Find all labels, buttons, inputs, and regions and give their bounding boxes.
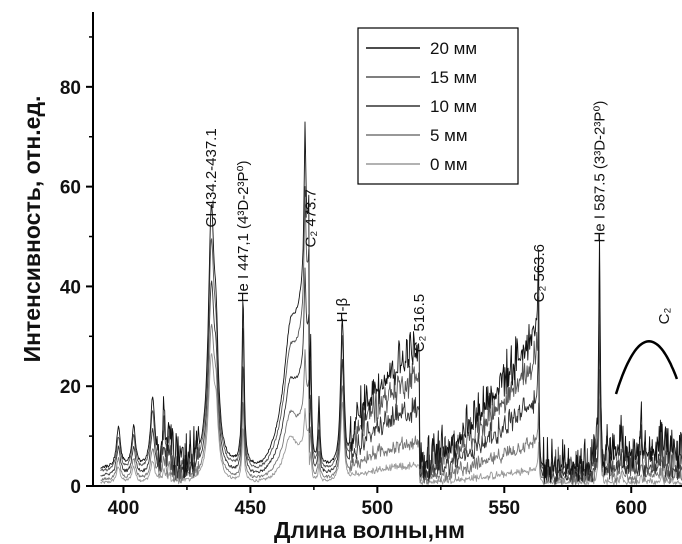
legend-label: 10 мм xyxy=(430,97,477,116)
x-axis-title: Длина волны,нм xyxy=(274,517,465,543)
c2-band-arc xyxy=(614,340,679,395)
legend-label: 5 мм xyxy=(430,126,468,145)
annotation-label: C₂ 563.6 xyxy=(531,244,548,302)
x-tick-label: 400 xyxy=(108,498,140,519)
x-tick-label: 500 xyxy=(361,498,393,519)
series-group xyxy=(100,121,682,485)
legend-label: 20 мм xyxy=(430,39,477,58)
y-tick-label: 80 xyxy=(60,78,81,99)
y-tick-label: 40 xyxy=(60,277,81,298)
x-tick-label: 600 xyxy=(615,498,647,519)
annotations-group: CI 434.2-437.1 He I 447,1 (4³D-2³P⁰) C₂ 47… xyxy=(203,101,673,353)
x-tick-label: 550 xyxy=(488,498,520,519)
annotation-label: C₂ 516.5 xyxy=(411,294,428,352)
legend-label: 0 мм xyxy=(430,155,468,174)
legend-label: 15 мм xyxy=(430,68,477,87)
y-tick-label: 60 xyxy=(60,178,81,199)
annotation-label: C₂ 473.7 xyxy=(303,189,320,247)
annotation-label: CI 434.2-437.1 xyxy=(203,128,220,227)
annotation-label: C₂ xyxy=(656,307,673,324)
annotation-label: He I 447,1 (4³D-2³P⁰) xyxy=(235,160,252,302)
axes-group: 400 450 500 550 600 0 20 40 60 80 Длина волны,нм Ин… xyxy=(19,12,682,543)
y-axis-title: Интенсивность, отн.ед. xyxy=(19,96,45,363)
annotation-label: He I 587.5 (3³D-2³P⁰) xyxy=(591,101,608,243)
y-tick-label: 20 xyxy=(60,377,81,398)
x-tick-label: 450 xyxy=(235,498,267,519)
series-line-20мм xyxy=(100,121,682,483)
y-tick-label: 0 xyxy=(70,477,81,498)
annotation-label: H-β xyxy=(334,298,351,323)
legend: 20 мм 15 мм 10 мм 5 мм 0 мм xyxy=(357,27,519,185)
